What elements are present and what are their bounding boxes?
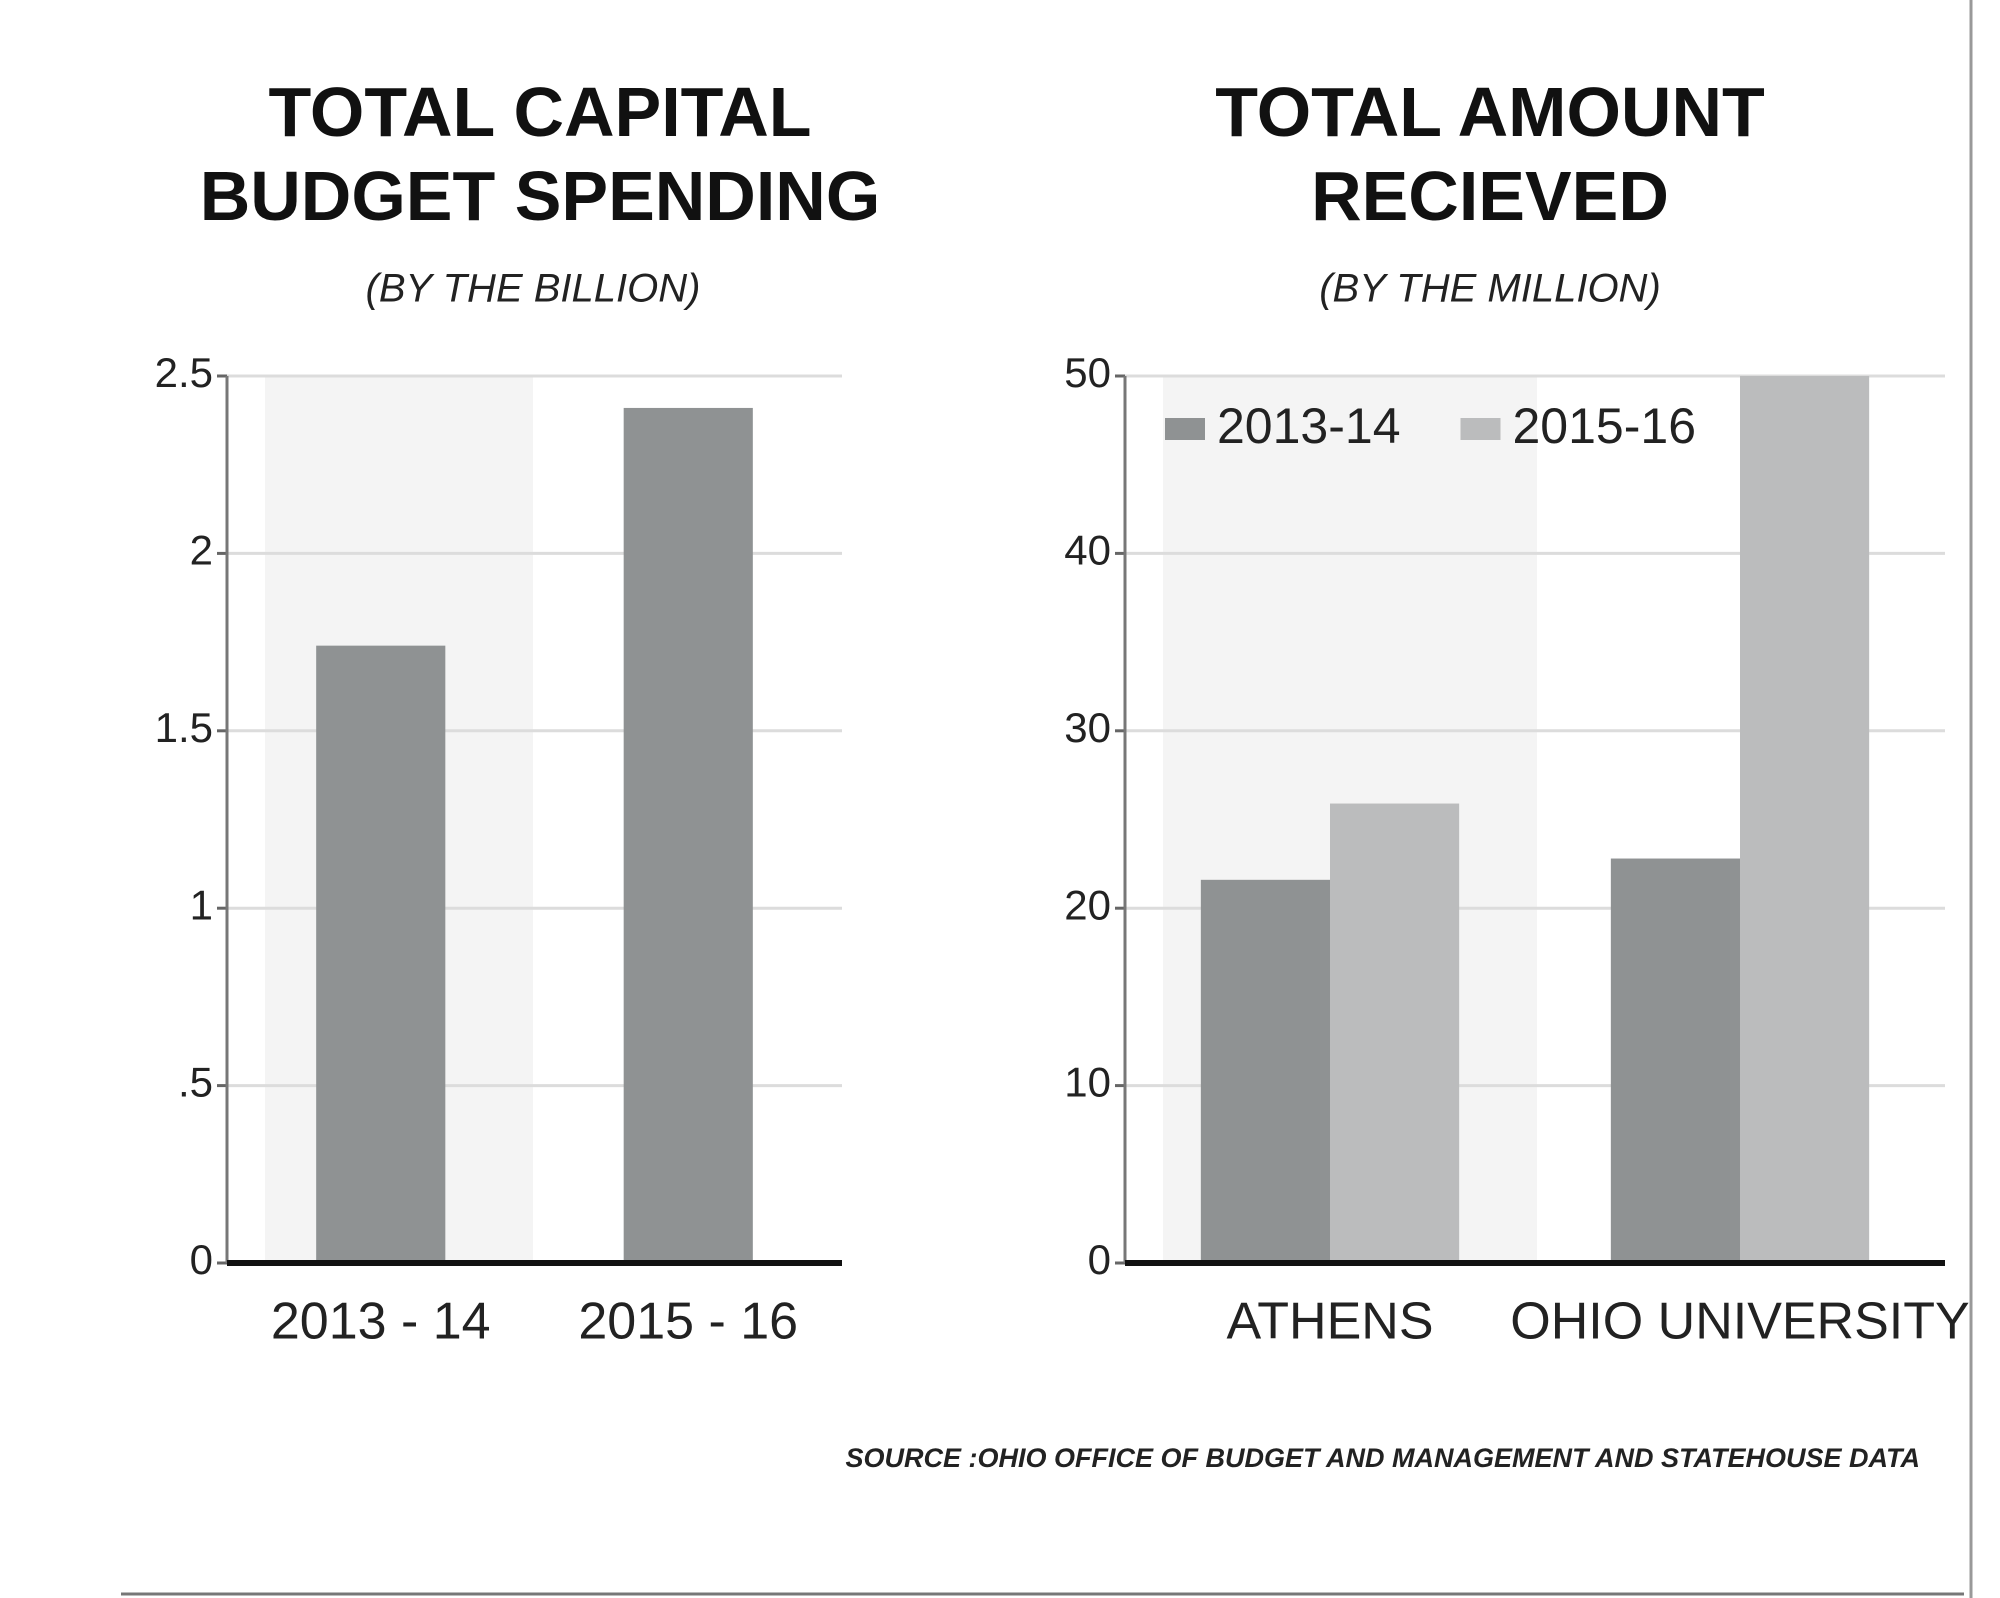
legend-label: 2015-16	[1513, 398, 1697, 454]
legend-swatch	[1165, 418, 1205, 440]
legend-label: 2013-14	[1217, 398, 1401, 454]
chart-title: TOTAL AMOUNT RECIEVED	[1215, 73, 1765, 235]
legend-swatch	[1460, 418, 1501, 440]
bar	[1610, 858, 1740, 1263]
y-tick-label: 1	[190, 881, 213, 928]
chart-title: TOTAL CAPITAL BUDGET SPENDING	[199, 73, 881, 235]
x-tick-label: OHIO UNIVERSITY	[1510, 1293, 1969, 1351]
bar	[1740, 376, 1870, 1263]
bar	[623, 407, 753, 1263]
y-tick-label: 40	[1064, 526, 1111, 573]
y-tick-label: .5	[178, 1059, 213, 1106]
y-tick-label: 1.5	[155, 704, 213, 751]
y-tick-label: 50	[1064, 349, 1111, 396]
y-tick-label: 2.5	[155, 349, 213, 396]
chart-subtitle: (BY THE BILLION)	[366, 267, 701, 311]
bar	[316, 645, 446, 1263]
chart-subtitle: (BY THE MILLION)	[1319, 267, 1661, 311]
y-tick-label: 2	[190, 526, 213, 573]
y-tick-label: 30	[1064, 704, 1111, 751]
x-tick-label: ATHENS	[1226, 1293, 1433, 1351]
x-tick-label: 2013 - 14	[271, 1293, 491, 1351]
x-tick-label: 2015 - 16	[578, 1293, 798, 1351]
y-tick-label: 10	[1064, 1059, 1111, 1106]
bar	[1330, 803, 1460, 1263]
y-tick-label: 0	[1088, 1236, 1111, 1283]
source-note: SOURCE :OHIO OFFICE OF BUDGET AND MANAGE…	[846, 1443, 1920, 1473]
bar	[1200, 879, 1330, 1263]
y-tick-label: 20	[1064, 881, 1111, 928]
y-tick-label: 0	[190, 1236, 213, 1283]
